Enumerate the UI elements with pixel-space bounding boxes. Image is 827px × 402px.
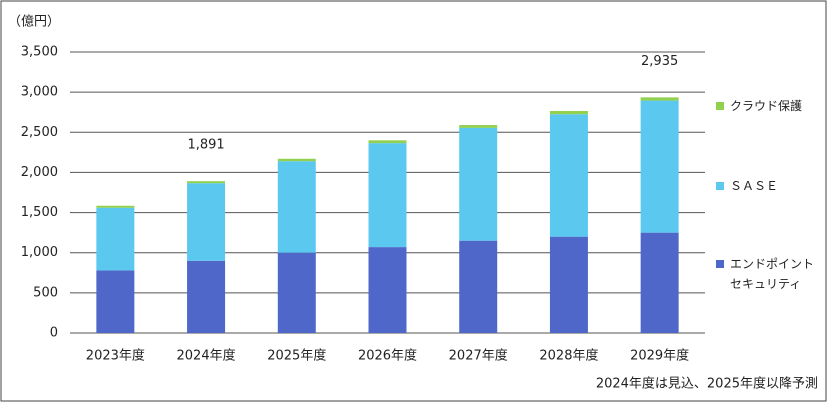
y-tick-label: 1,000 xyxy=(21,245,58,260)
bar-segment xyxy=(459,240,498,333)
x-tick-label: 2028年度 xyxy=(539,348,598,364)
bar-segment xyxy=(277,158,316,162)
bar-segment xyxy=(368,143,407,248)
bar-segment xyxy=(640,100,679,233)
bar-segment xyxy=(187,181,226,184)
y-tick-label: 0 xyxy=(50,326,58,341)
y-tick-label: 3,500 xyxy=(21,45,58,60)
bar-segment xyxy=(549,236,588,333)
bar-segment xyxy=(96,205,135,208)
bar-segment xyxy=(277,252,316,333)
y-tick-label: 2,000 xyxy=(21,165,58,180)
x-tick-label: 2024年度 xyxy=(177,348,236,364)
y-tick-label: 500 xyxy=(33,285,58,300)
bar-segment xyxy=(549,111,588,115)
total-label: 2,935 xyxy=(641,54,678,69)
legend-label: エンドポイントセキュリティ xyxy=(730,257,815,291)
legend-label: ＳＡＳＥ xyxy=(730,179,779,193)
unit-label: （億円） xyxy=(8,14,60,30)
x-tick-label: 2023年度 xyxy=(86,348,145,364)
total-label: 1,891 xyxy=(187,138,224,153)
bar-segment xyxy=(549,114,588,237)
note: 2024年度は見込、2025年度以降予測 xyxy=(596,376,818,392)
legend-swatch xyxy=(716,260,724,268)
bar-segment xyxy=(640,232,679,333)
y-tick-label: 2,500 xyxy=(21,125,58,140)
y-tick-label: 1,500 xyxy=(21,205,58,220)
x-tick-label: 2027年度 xyxy=(449,348,508,364)
bar-segment xyxy=(368,140,407,144)
x-tick-label: 2025年度 xyxy=(267,348,326,364)
y-tick-label: 3,000 xyxy=(21,85,58,100)
bar-segment xyxy=(96,207,135,271)
bar-segment xyxy=(368,247,407,333)
bar-segment xyxy=(640,97,679,101)
x-tick-label: 2026年度 xyxy=(358,348,417,364)
bar-segment xyxy=(459,125,498,128)
legend-item: エンドポイントセキュリティ xyxy=(716,254,820,294)
legend-swatch xyxy=(716,102,724,110)
bar-segment xyxy=(96,270,135,333)
bar-segment xyxy=(187,260,226,333)
bar-segment xyxy=(187,183,226,261)
legend-label: クラウド保護 xyxy=(730,99,803,113)
legend-item: ＳＡＳＥ xyxy=(716,176,820,196)
bar-segment xyxy=(459,127,498,241)
legend-item: クラウド保護 xyxy=(716,96,820,116)
legend-swatch xyxy=(716,182,724,190)
x-tick-label: 2029年度 xyxy=(630,348,689,364)
bar-segment xyxy=(277,161,316,253)
